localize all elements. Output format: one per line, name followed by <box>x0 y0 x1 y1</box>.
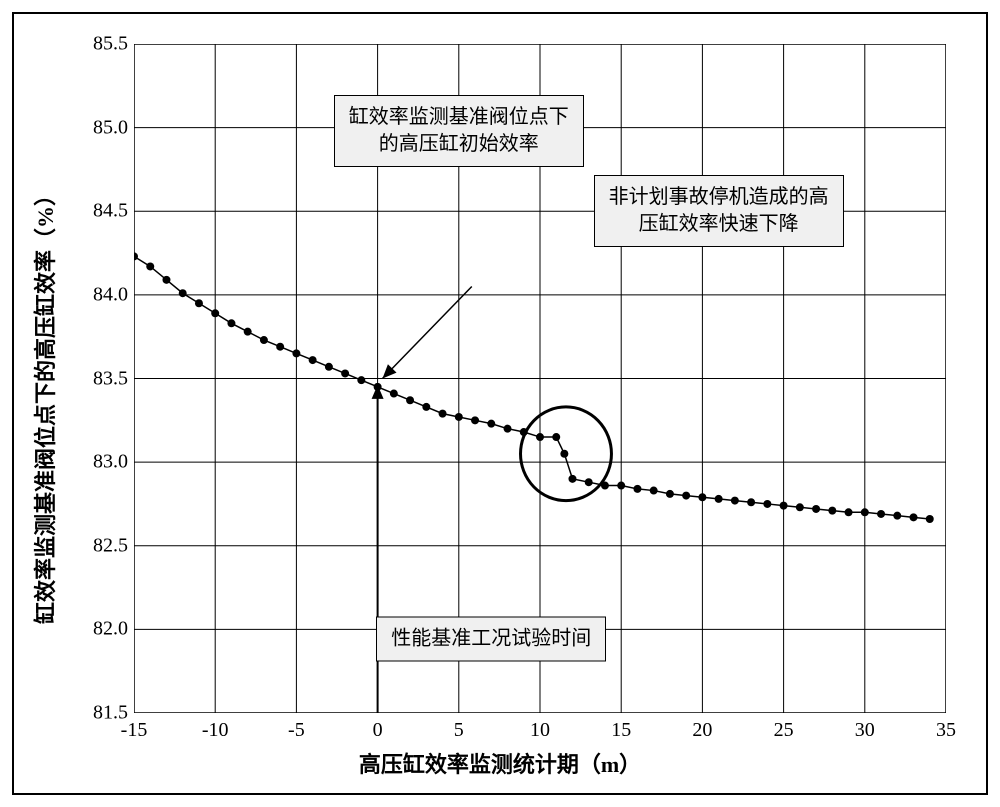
x-tick-label: 20 <box>692 719 712 742</box>
y-tick-label: 83.5 <box>93 367 128 390</box>
callout-initial-efficiency: 缸效率监测基准阀位点下的高压缸初始效率 <box>334 95 584 167</box>
x-tick-label: -10 <box>202 719 229 742</box>
y-tick-label: 83.0 <box>93 451 128 474</box>
y-tick-label: 84.5 <box>93 200 128 223</box>
x-axis-label: 高压缸效率监测统计期（m） <box>359 747 641 779</box>
y-axis-label: 缸效率监测基准阀位点下的高压缸效率（%） <box>28 183 60 623</box>
callout-event: 非计划事故停机造成的高压缸效率快速下降 <box>594 175 844 247</box>
chart-container: 缸效率监测基准阀位点下的高压缸效率（%） 高压缸效率监测统计期（m） 81.58… <box>24 24 976 783</box>
x-tick-label: 30 <box>855 719 875 742</box>
plot-area: 81.582.082.583.083.584.084.585.085.5-15-… <box>134 44 946 713</box>
y-tick-label: 85.5 <box>93 33 128 56</box>
callout-initial-efficiency-line1: 缸效率监测基准阀位点下 <box>349 104 569 131</box>
callout-event-line2: 压缸效率快速下降 <box>609 211 829 238</box>
callout-initial-efficiency-line2: 的高压缸初始效率 <box>349 131 569 158</box>
x-tick-label: 25 <box>774 719 794 742</box>
y-tick-label: 82.0 <box>93 618 128 641</box>
x-tick-label: 15 <box>611 719 631 742</box>
chart-frame: 缸效率监测基准阀位点下的高压缸效率（%） 高压缸效率监测统计期（m） 81.58… <box>0 0 1000 807</box>
x-tick-label: 10 <box>530 719 550 742</box>
y-tick-label: 82.5 <box>93 534 128 557</box>
x-tick-label: -5 <box>288 719 305 742</box>
x-tick-label: 5 <box>454 719 464 742</box>
x-tick-label: 0 <box>373 719 383 742</box>
y-tick-label: 85.0 <box>93 116 128 139</box>
callout-baseline-time: 性能基准工况试验时间 <box>376 617 606 662</box>
callout-baseline-time-line1: 性能基准工况试验时间 <box>391 626 591 653</box>
x-tick-label: 35 <box>936 719 956 742</box>
y-tick-label: 84.0 <box>93 283 128 306</box>
x-tick-label: -15 <box>121 719 148 742</box>
callout-event-line1: 非计划事故停机造成的高 <box>609 184 829 211</box>
